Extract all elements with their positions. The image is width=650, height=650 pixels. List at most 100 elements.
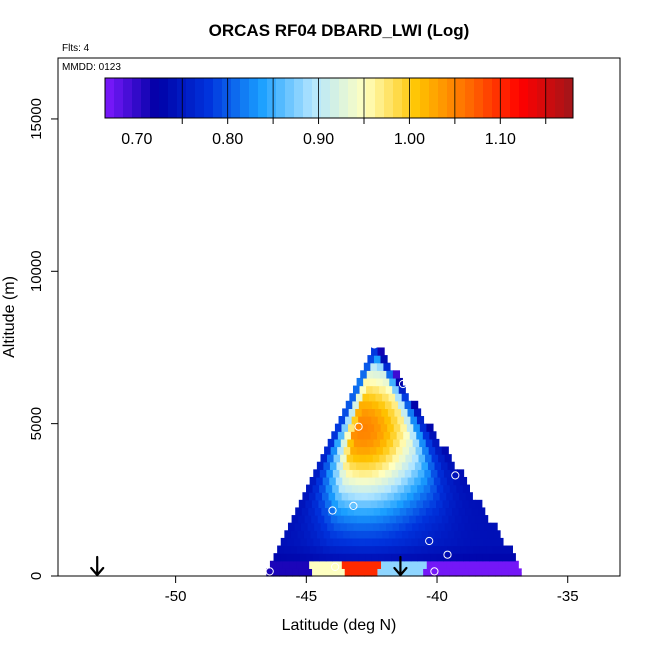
heat-cell bbox=[382, 461, 390, 470]
heat-cell bbox=[316, 461, 324, 470]
heat-cell bbox=[369, 446, 377, 455]
heat-cell bbox=[331, 568, 339, 577]
heat-cell bbox=[312, 553, 320, 562]
heat-cell bbox=[314, 522, 322, 531]
heat-cell bbox=[374, 408, 382, 417]
heat-cell bbox=[353, 522, 361, 531]
heat-cell bbox=[412, 507, 420, 516]
heat-cell bbox=[420, 492, 428, 501]
heat-cell bbox=[476, 553, 484, 562]
heat-cell bbox=[385, 469, 393, 478]
colorbar-segment bbox=[294, 78, 304, 118]
heat-cell bbox=[478, 507, 486, 516]
heat-cell bbox=[303, 545, 311, 554]
heat-cell bbox=[363, 362, 371, 371]
heat-cell bbox=[283, 545, 291, 554]
heat-cell bbox=[352, 469, 360, 478]
heat-cell bbox=[332, 484, 340, 493]
heat-cell bbox=[417, 469, 425, 478]
heat-cell bbox=[350, 446, 358, 455]
y-tick-label: 15000 bbox=[28, 98, 45, 140]
heat-cell bbox=[300, 537, 308, 547]
heat-cell bbox=[395, 393, 403, 402]
heat-cell bbox=[357, 431, 365, 440]
heat-cell bbox=[495, 553, 503, 562]
heat-cell bbox=[276, 560, 284, 569]
heat-cell bbox=[458, 507, 466, 516]
heat-cell bbox=[426, 560, 434, 569]
heat-cell bbox=[383, 515, 391, 524]
y-tick-label: 10000 bbox=[28, 250, 45, 292]
heat-cell bbox=[293, 537, 301, 547]
heat-cell bbox=[469, 553, 477, 562]
heat-cell bbox=[346, 537, 354, 547]
heat-cell bbox=[361, 560, 369, 569]
heat-cell bbox=[369, 377, 377, 387]
heat-cell bbox=[444, 537, 452, 547]
heat-cell bbox=[451, 522, 459, 531]
heat-cell bbox=[356, 446, 364, 455]
colorbar-segment bbox=[429, 78, 439, 118]
heat-cell bbox=[415, 446, 423, 455]
heat-cell bbox=[349, 393, 357, 402]
chart-title: ORCAS RF04 DBARD_LWI (Log) bbox=[209, 21, 470, 40]
heat-cell bbox=[430, 469, 439, 478]
heat-cell bbox=[378, 537, 386, 547]
colorbar-segment bbox=[231, 78, 241, 118]
heat-cell bbox=[398, 469, 406, 478]
heat-cell bbox=[430, 553, 438, 562]
colorbar-segment bbox=[402, 78, 412, 118]
heat-cell bbox=[370, 431, 378, 440]
heat-cell bbox=[384, 553, 392, 562]
heat-cell bbox=[434, 461, 442, 470]
heat-cell bbox=[388, 393, 396, 402]
heat-cell bbox=[320, 522, 328, 531]
heat-cell bbox=[438, 454, 446, 463]
heat-cell bbox=[486, 530, 495, 539]
colorbar-segment bbox=[528, 78, 538, 118]
colorbar-segment bbox=[195, 78, 205, 118]
heat-cell bbox=[419, 507, 427, 516]
heat-cell bbox=[406, 423, 414, 432]
heat-cell bbox=[447, 461, 455, 470]
heat-cell bbox=[325, 553, 333, 562]
heat-cell bbox=[493, 530, 501, 539]
heat-cell bbox=[341, 423, 349, 432]
down-arrow-marker bbox=[90, 555, 105, 577]
heat-cell bbox=[391, 553, 399, 562]
heat-cell bbox=[498, 560, 506, 569]
heat-cell bbox=[404, 553, 412, 562]
heat-cell bbox=[361, 408, 369, 417]
heat-cell bbox=[381, 545, 389, 554]
heat-cell bbox=[338, 568, 346, 577]
heat-cell bbox=[345, 469, 354, 478]
heat-cell bbox=[367, 507, 375, 516]
colorbar-segment bbox=[564, 78, 574, 118]
heat-cell bbox=[380, 492, 388, 501]
heat-cell bbox=[386, 507, 394, 516]
flight-point bbox=[521, 567, 531, 576]
heat-cell bbox=[280, 537, 288, 547]
heat-cell bbox=[343, 530, 351, 539]
colorbar-segment bbox=[186, 78, 196, 118]
x-axis: -50 -45 -40 -35 bbox=[165, 576, 579, 605]
heat-cell bbox=[385, 385, 393, 394]
heat-cell bbox=[508, 568, 516, 577]
heat-cell bbox=[361, 423, 369, 432]
colorbar-tick-label: 0.80 bbox=[212, 131, 243, 148]
heat-cell bbox=[454, 530, 462, 539]
heat-cell bbox=[482, 553, 490, 562]
heat-cell bbox=[390, 484, 399, 493]
flight-point bbox=[370, 340, 379, 349]
heat-cell bbox=[490, 522, 498, 531]
heat-cell bbox=[352, 385, 361, 394]
heat-cell bbox=[472, 560, 480, 569]
heat-cell bbox=[410, 484, 418, 493]
heat-cell bbox=[388, 530, 397, 539]
heat-cell bbox=[327, 522, 335, 531]
heat-cell bbox=[486, 545, 494, 554]
heat-cell bbox=[446, 560, 454, 569]
heat-cell bbox=[383, 431, 391, 440]
heat-cell bbox=[463, 537, 471, 547]
heat-cell bbox=[399, 507, 407, 516]
